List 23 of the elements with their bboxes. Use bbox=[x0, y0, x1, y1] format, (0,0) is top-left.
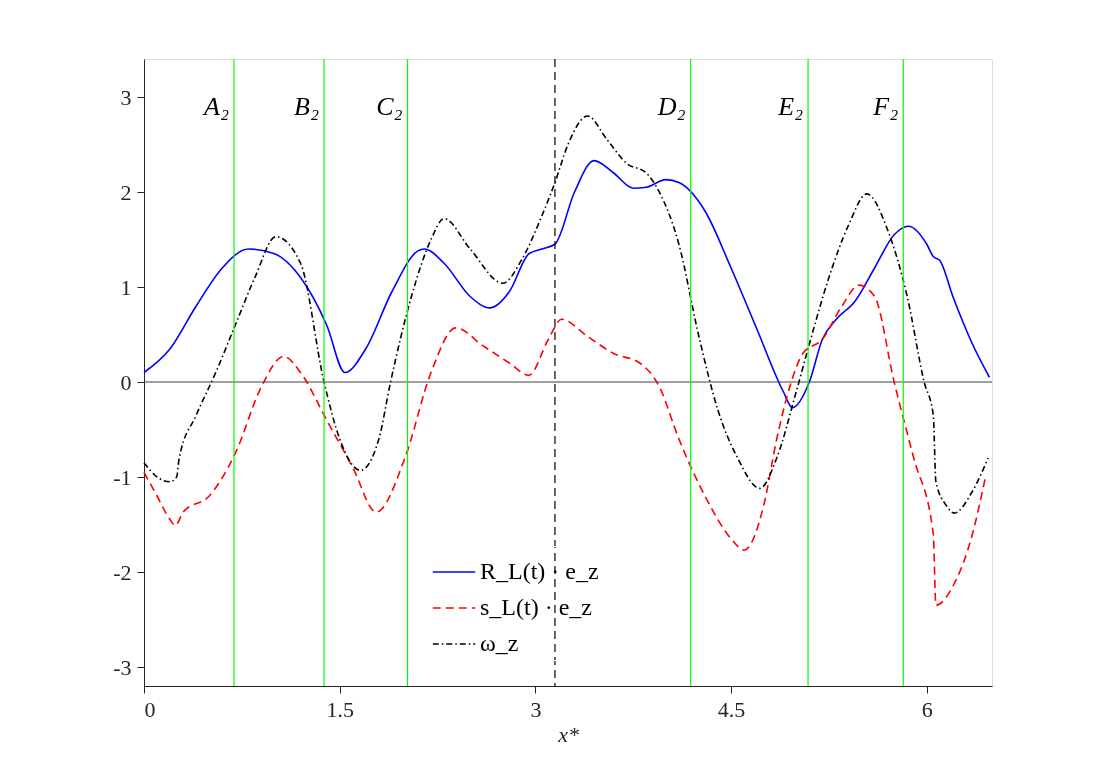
y-tick-label: -3 bbox=[113, 654, 132, 680]
x-axis-title: x* bbox=[557, 721, 579, 747]
x-tick-label: 3 bbox=[530, 696, 542, 722]
x-tick-label: 6 bbox=[921, 696, 933, 722]
y-tick-label: 3 bbox=[120, 84, 132, 110]
ref-line-label: E₂ bbox=[777, 92, 804, 121]
ref-line-label: D₂ bbox=[656, 92, 686, 121]
y-tick-label: -1 bbox=[113, 464, 132, 490]
ref-line-label: F₂ bbox=[872, 92, 899, 121]
ref-line-label: B₂ bbox=[294, 92, 320, 121]
ref-line-label: A₂ bbox=[202, 92, 230, 121]
legend-label: R_L(t) · e_z bbox=[480, 558, 599, 584]
y-tick-label: 2 bbox=[120, 179, 132, 205]
line-series bbox=[143, 159, 991, 409]
legend-label: s_L(t) · e_z bbox=[480, 594, 592, 620]
ref-line-label: C₂ bbox=[376, 92, 403, 121]
legend-label: ω_z bbox=[480, 630, 519, 656]
x-tick-label: 0 bbox=[144, 696, 156, 722]
x-tick-label: 1.5 bbox=[326, 696, 354, 722]
y-tick-label: -2 bbox=[113, 559, 132, 585]
y-tick-label: 0 bbox=[120, 369, 132, 395]
y-tick-label: 1 bbox=[120, 274, 132, 300]
x-tick-label: 4.5 bbox=[717, 696, 746, 722]
